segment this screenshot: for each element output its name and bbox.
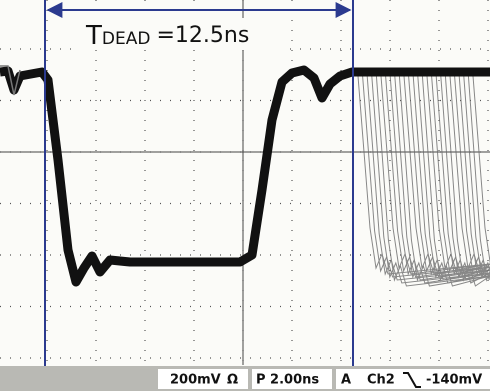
impedance: Ω [227,373,238,388]
symbol: T [85,21,102,51]
scope-screen: TDEAD=12.5ns 200mV Ω P 2.00ns A Ch2 -140… [0,0,490,391]
timebase: P 2.00ns [256,373,319,388]
subscript: DEAD [102,29,151,49]
trigger-level: -140mV [426,373,482,388]
page: {"annotation": {"symbol": "T", "subscrip… [0,0,490,391]
background [0,0,490,391]
vertical-scale: 200mV [170,373,221,388]
trigger-mode: A [341,373,351,388]
trigger-channel: Ch2 [367,373,395,388]
value: =12.5ns [156,23,249,48]
